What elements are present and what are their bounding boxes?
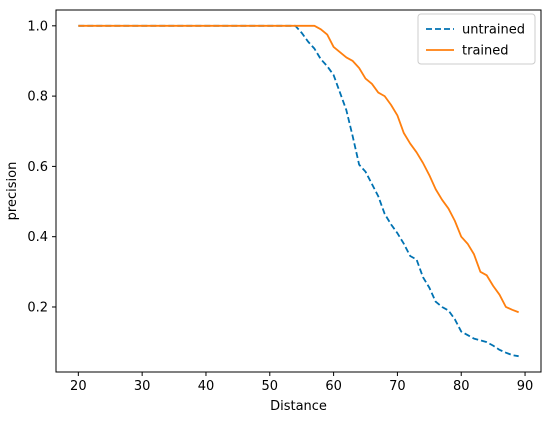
axes-frame xyxy=(55,9,542,373)
x-tick-label: 80 xyxy=(453,379,470,394)
x-tick-label: 50 xyxy=(262,379,279,394)
y-tick-label: 0.4 xyxy=(27,230,48,245)
x-tick-label: 60 xyxy=(325,379,342,394)
legend-label-untrained: untrained xyxy=(462,23,525,38)
series-line-untrained xyxy=(78,24,519,358)
y-tick-label: 1.0 xyxy=(27,19,48,34)
y-tick-label: 0.8 xyxy=(27,90,48,105)
plot-area xyxy=(78,24,519,358)
y-axis-label: precision xyxy=(5,162,20,221)
x-tick-label: 30 xyxy=(134,379,151,394)
x-tick-label: 90 xyxy=(517,379,534,394)
series-line-trained xyxy=(78,24,519,314)
legend-box xyxy=(417,13,536,65)
legend-label-trained: trained xyxy=(462,44,509,59)
x-tick-label: 40 xyxy=(198,379,215,394)
legend: untrained trained xyxy=(417,13,536,65)
y-tick-label: 0.2 xyxy=(27,300,48,315)
x-axis-label: Distance xyxy=(270,399,327,414)
x-tick-label: 70 xyxy=(389,379,406,394)
x-axis-ticks: 20 30 40 50 60 70 80 90 xyxy=(70,372,533,394)
y-axis-ticks: 0.2 0.4 0.6 0.8 1.0 xyxy=(27,19,56,315)
x-tick-label: 20 xyxy=(70,379,87,394)
y-tick-label: 0.6 xyxy=(27,160,48,175)
